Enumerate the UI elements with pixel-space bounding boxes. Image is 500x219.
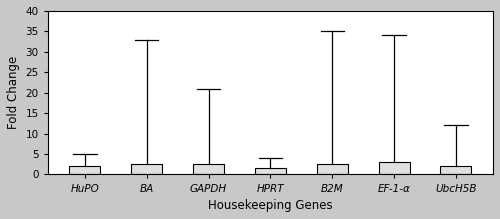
Bar <box>255 168 286 175</box>
Bar <box>132 164 162 175</box>
Y-axis label: Fold Change: Fold Change <box>7 56 20 129</box>
Bar <box>440 166 472 175</box>
Bar <box>378 162 410 175</box>
X-axis label: Housekeeping Genes: Housekeeping Genes <box>208 199 332 212</box>
Bar <box>70 166 100 175</box>
Bar <box>317 164 348 175</box>
Bar <box>193 164 224 175</box>
